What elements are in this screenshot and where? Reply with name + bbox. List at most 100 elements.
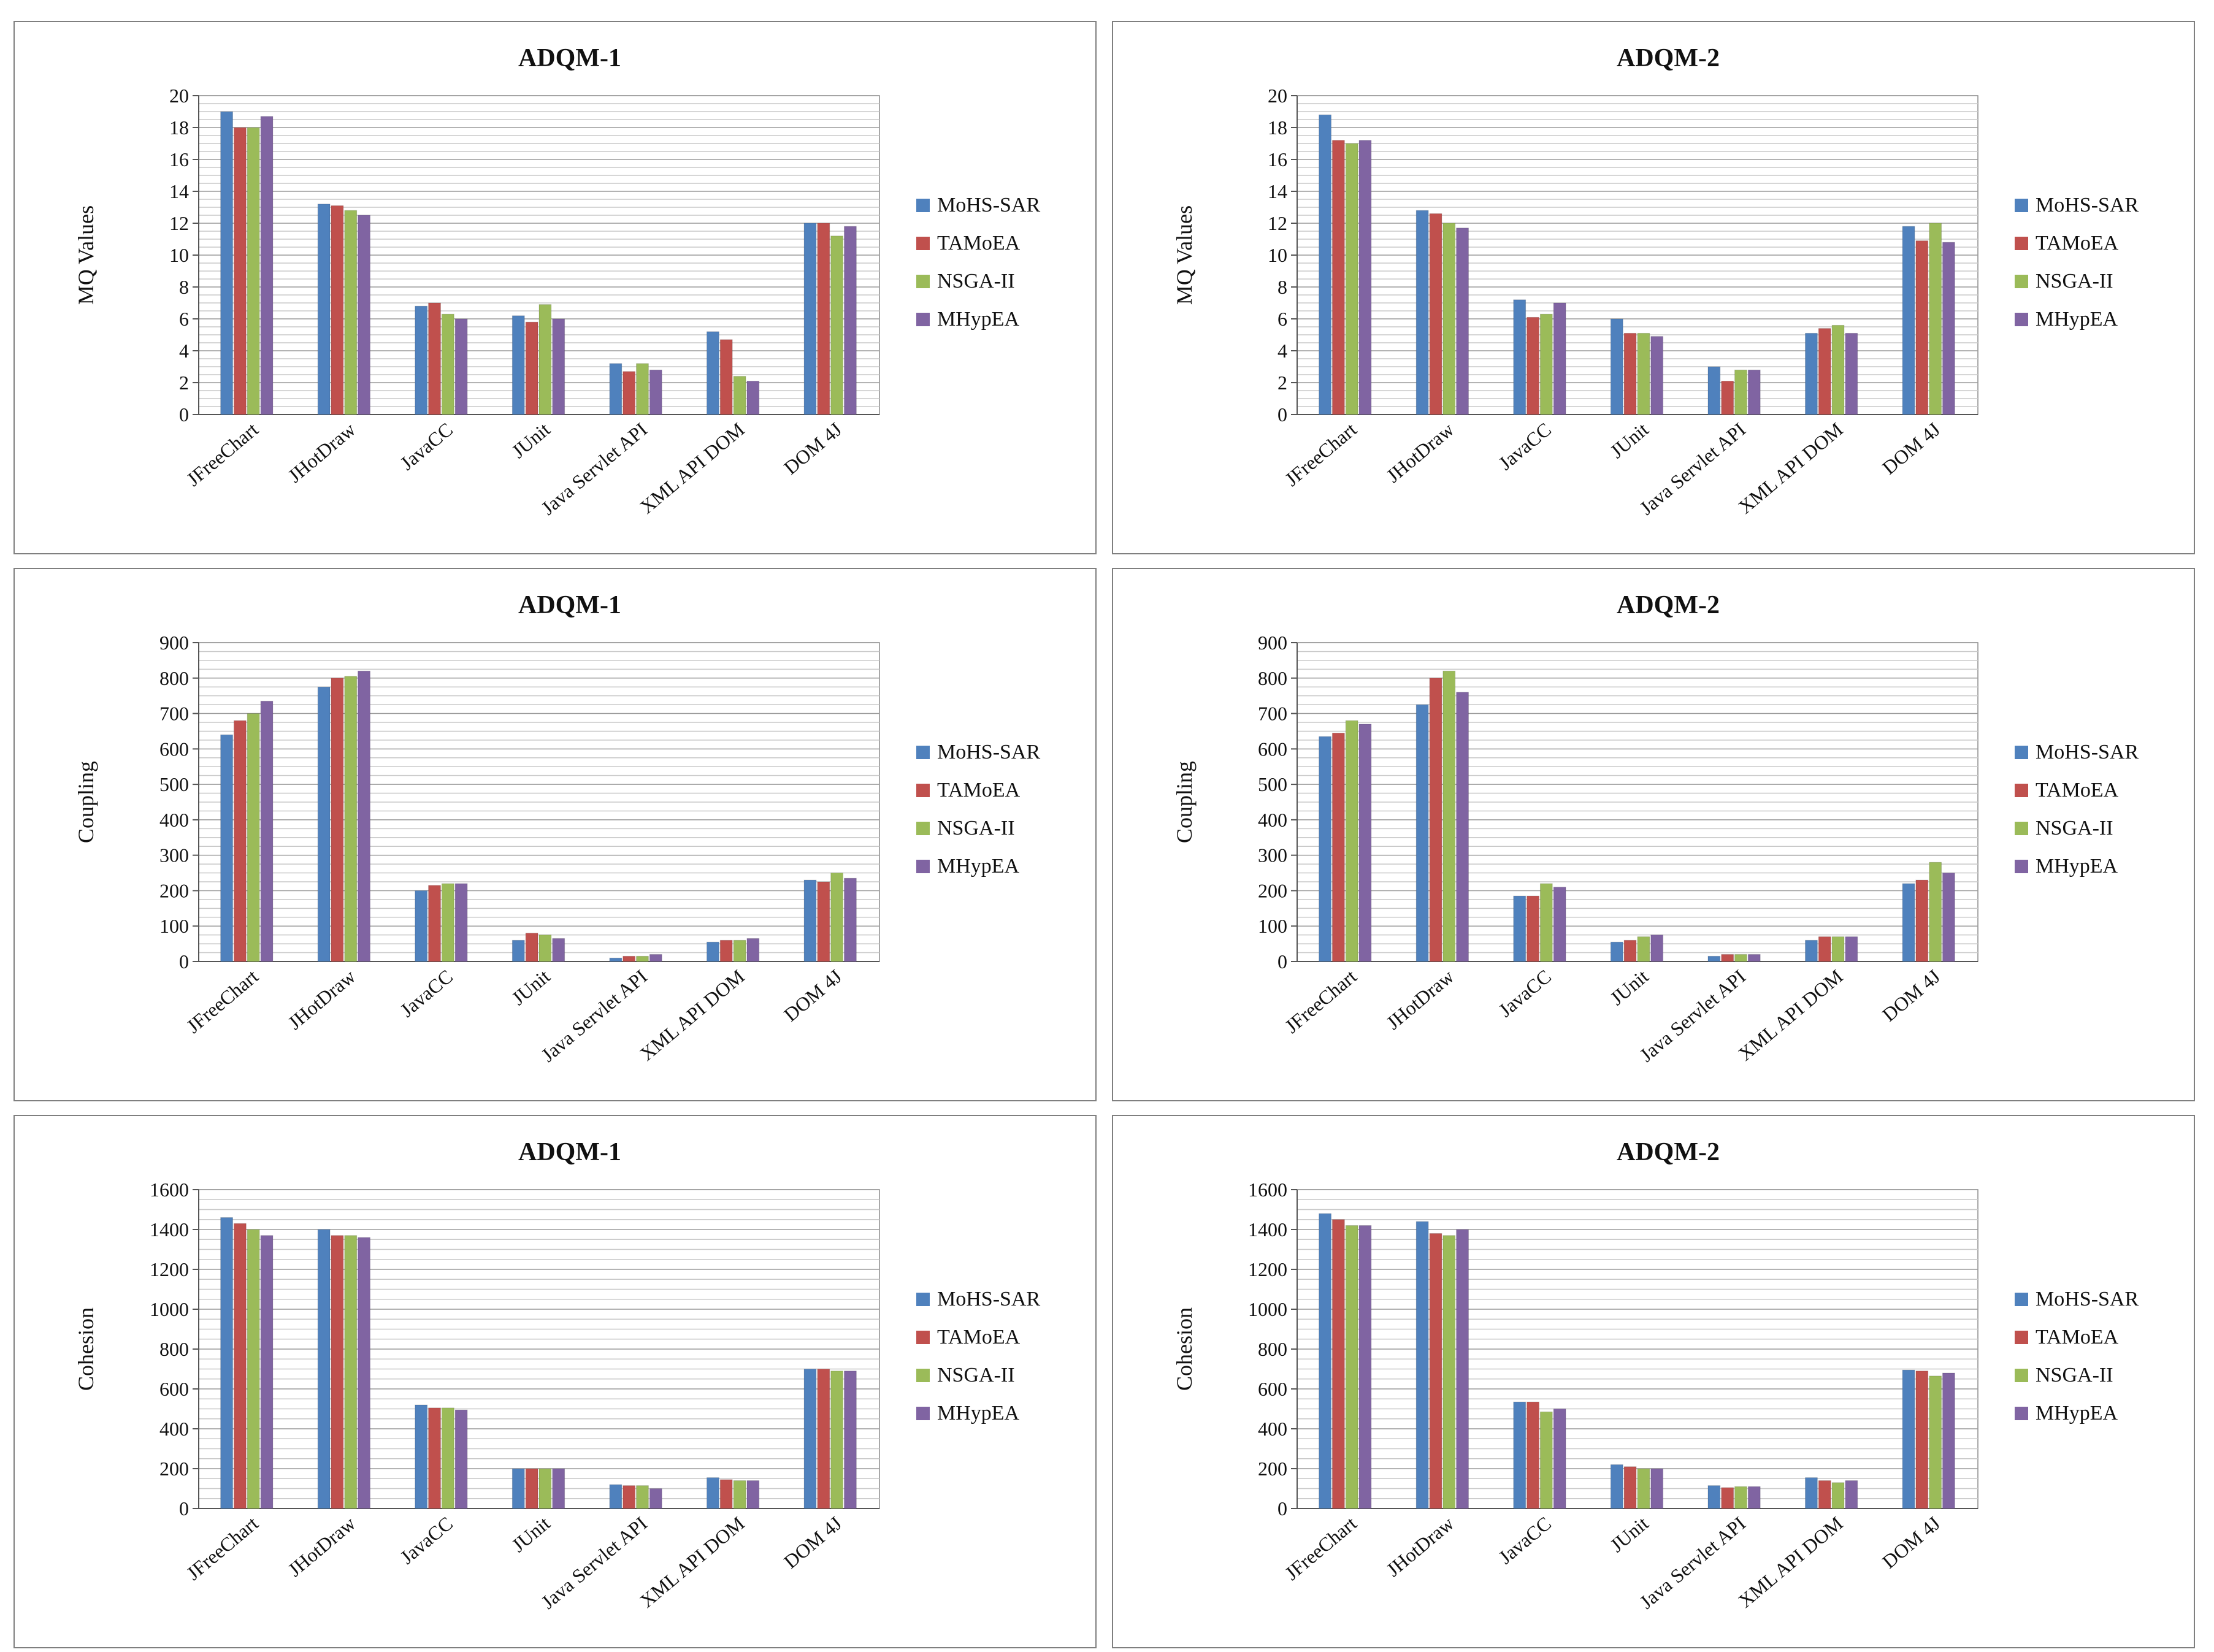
chart-svg: ADQM-1 0 200 400 600 800 1000 1200 1400 1600 Cohes… [74, 1138, 1040, 1613]
bar-nsga-ii [830, 235, 844, 415]
bar-mohs-sar [415, 1404, 428, 1509]
bar-mhypea [1650, 336, 1664, 415]
bar-nsga-ii [636, 363, 649, 415]
x-category-label: JavaCC [396, 1512, 457, 1569]
x-category-label: Java Servlet API [537, 1512, 652, 1613]
bar-mhypea [1942, 873, 1955, 962]
bar-tamoea [331, 678, 344, 962]
legend-label: MoHS-SAR [937, 1288, 1040, 1310]
bar-mhypea [746, 1480, 760, 1509]
x-category-label: XML API DOM [635, 1512, 748, 1612]
bar-mhypea [649, 954, 662, 962]
y-tick-label: 4 [1277, 340, 1287, 362]
x-category-label: DOM 4J [779, 418, 846, 479]
legend-swatch [916, 199, 930, 212]
chart-svg: ADQM-2 0 100 200 300 400 500 600 700 800 900 Coupli… [1172, 591, 2139, 1066]
y-axis-label: MQ Values [74, 205, 98, 305]
bar-mhypea [454, 883, 468, 962]
y-tick-label: 1000 [150, 1298, 189, 1320]
bar-mohs-sar [1319, 1213, 1331, 1509]
bar-mohs-sar [1707, 955, 1721, 962]
bar-mhypea [1747, 1486, 1761, 1509]
bar-tamoea [1818, 328, 1831, 415]
bar-tamoea [1721, 380, 1734, 415]
bar-tamoea [1526, 895, 1539, 962]
legend-label: MHypEA [2036, 855, 2118, 878]
y-tick-label: 800 [1258, 1338, 1287, 1360]
bar-nsga-ii [733, 1480, 746, 1509]
bar-mhypea [1845, 936, 1858, 962]
bar-nsga-ii [344, 210, 358, 415]
x-category-label: DOM 4J [779, 965, 846, 1026]
bar-tamoea [1429, 678, 1442, 962]
bar-mhypea [1358, 724, 1372, 962]
y-tick-label: 0 [1277, 1497, 1287, 1520]
legend-swatch [2015, 822, 2028, 835]
y-tick-label: 14 [1268, 180, 1287, 202]
bar-mhypea [1553, 302, 1566, 415]
legend-swatch [916, 237, 930, 250]
y-tick-label: 16 [1268, 148, 1287, 170]
legend-label: NSGA-II [937, 270, 1015, 293]
bar-tamoea [1526, 1401, 1539, 1509]
bar-mhypea [358, 670, 370, 962]
y-tick-label: 700 [159, 703, 189, 725]
bar-tamoea [233, 720, 247, 962]
bar-tamoea [1623, 332, 1637, 415]
x-category-label: Java Servlet API [537, 418, 652, 519]
bar-nsga-ii [441, 883, 454, 962]
x-category-label: JHotDraw [283, 1512, 359, 1581]
bar-mhypea [1747, 369, 1761, 415]
bar-mhypea [746, 938, 760, 962]
bar-tamoea [1331, 140, 1345, 415]
legend-label: TAMoEA [937, 232, 1021, 254]
bar-nsga-ii [344, 676, 358, 962]
y-axis-label: MQ Values [1172, 205, 1197, 305]
y-tick-label: 0 [179, 950, 189, 973]
bar-tamoea [1915, 240, 1929, 415]
x-category-label: JFreeChart [182, 418, 262, 491]
bar-mohs-sar [707, 1477, 719, 1509]
x-category-label: Java Servlet API [537, 965, 652, 1066]
bar-nsga-ii [1442, 223, 1456, 415]
chart-title: ADQM-1 [518, 591, 621, 619]
bar-mhypea [1456, 1229, 1469, 1509]
legend-swatch [916, 1331, 930, 1344]
y-tick-label: 18 [169, 117, 189, 139]
bar-tamoea [1721, 954, 1734, 962]
bar-mohs-sar [1415, 1221, 1429, 1509]
y-axis-label: Cohesion [1172, 1307, 1197, 1391]
bar-tamoea [719, 339, 733, 415]
legend-swatch [916, 275, 930, 288]
bar-mohs-sar [1610, 1464, 1623, 1509]
bar-nsga-ii [247, 1229, 260, 1509]
x-category-label: JFreeChart [182, 965, 262, 1038]
y-tick-label: 16 [169, 148, 189, 170]
x-category-label: DOM 4J [1878, 418, 1944, 479]
bar-nsga-ii [636, 1485, 649, 1509]
x-category-label: JUnit [1606, 418, 1652, 462]
y-tick-label: 700 [1258, 703, 1287, 725]
x-category-label: JUnit [507, 418, 554, 462]
bar-nsga-ii [1539, 313, 1553, 415]
x-category-label: JavaCC [1495, 1512, 1555, 1569]
bar-tamoea [525, 933, 538, 962]
bar-mhypea [358, 1237, 370, 1509]
bar-nsga-ii [1442, 1235, 1456, 1509]
bar-tamoea [1331, 1219, 1345, 1509]
bar-tamoea [1623, 939, 1637, 962]
bar-nsga-ii [247, 713, 260, 962]
bar-mohs-sar [511, 315, 525, 415]
y-axis-label: Coupling [1172, 761, 1197, 843]
bar-nsga-ii [538, 935, 552, 962]
y-tick-label: 200 [1258, 879, 1287, 901]
bar-tamoea [1623, 1466, 1637, 1509]
bar-nsga-ii [733, 939, 746, 962]
bar-nsga-ii [344, 1235, 358, 1509]
bar-nsga-ii [1929, 1375, 1942, 1509]
x-category-label: XML API DOM [1734, 418, 1847, 518]
bar-mhypea [552, 1468, 565, 1509]
y-tick-label: 1200 [150, 1258, 189, 1280]
bar-nsga-ii [1539, 1411, 1553, 1509]
x-category-label: Java Servlet API [1636, 965, 1750, 1066]
